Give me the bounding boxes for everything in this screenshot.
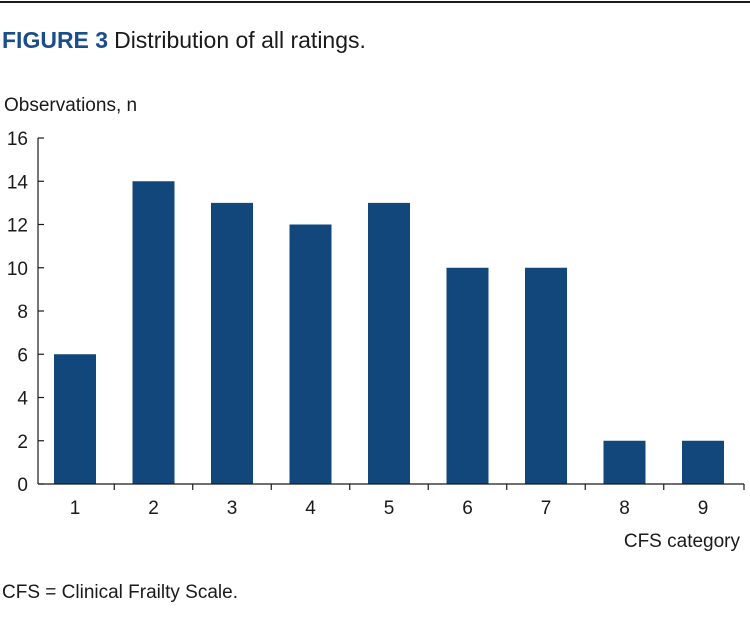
footnote: CFS = Clinical Frailty Scale.: [2, 582, 238, 603]
bar: [682, 440, 724, 484]
y-tick-label: 14: [7, 172, 29, 193]
y-axis-label: Observations, n: [4, 95, 137, 116]
bar: [603, 440, 646, 484]
bars-group: [54, 181, 724, 484]
figure-label: FIGURE 3: [2, 27, 109, 53]
y-tick-label: 10: [7, 259, 28, 280]
x-tick-label: 6: [462, 498, 473, 519]
x-tick-label: 8: [619, 498, 630, 519]
x-tick-label: 4: [305, 498, 316, 519]
y-tick-label: 2: [17, 432, 28, 453]
x-tick-label: 9: [698, 498, 709, 519]
figure-caption: Distribution of all ratings.: [114, 27, 366, 53]
y-tick-label: 6: [17, 345, 28, 366]
y-tick-label: 12: [7, 216, 28, 237]
y-tick-label: 4: [17, 389, 28, 410]
figure-title: FIGURE 3 Distribution of all ratings.: [2, 27, 366, 54]
bar: [289, 224, 332, 484]
y-tick-label: 8: [17, 302, 28, 323]
bar: [446, 267, 489, 484]
bar: [132, 181, 175, 484]
y-axis: 0 2 4 6 8 10 12 14 16: [7, 129, 44, 496]
bar: [54, 354, 96, 484]
y-tick-label: 0: [17, 475, 28, 496]
bar: [211, 202, 253, 484]
x-tick-label: 5: [384, 498, 395, 519]
y-tick-label: 16: [7, 129, 28, 150]
x-axis: 1 2 3 4 5 6 7 8 9: [38, 483, 745, 519]
bar: [368, 202, 410, 484]
x-tick-label: 1: [70, 498, 81, 519]
top-rule: [0, 1, 750, 3]
x-axis-label: CFS category: [624, 531, 741, 552]
x-tick-label: 3: [227, 498, 238, 519]
x-tick-label: 2: [148, 498, 159, 519]
bar: [525, 267, 567, 484]
x-tick-label: 7: [541, 498, 552, 519]
